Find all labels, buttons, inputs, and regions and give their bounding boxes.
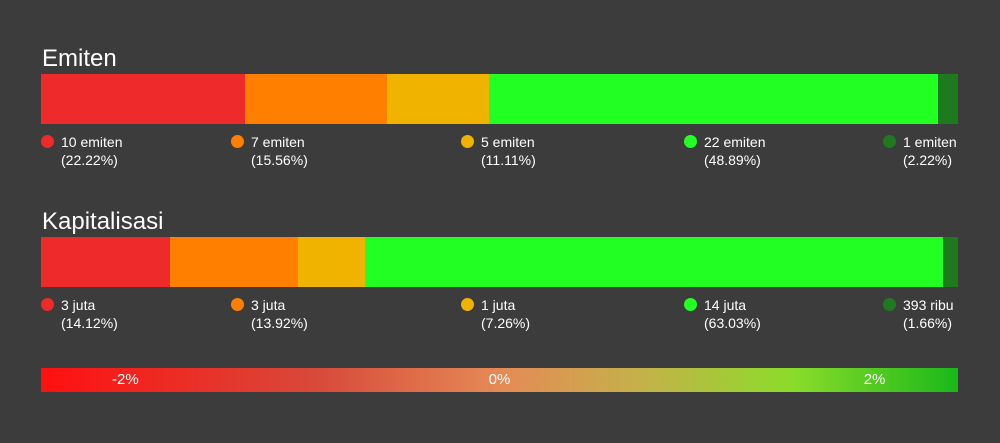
bar-segment [364, 237, 943, 287]
bar-segment [942, 237, 958, 287]
emiten-legend: 10 emiten (22.22%) 7 emiten (15.56%) 5 emite… [41, 133, 958, 173]
legend-value-label: 5 emiten [481, 134, 535, 150]
legend-value-label: 7 emiten [251, 134, 305, 150]
legend-item: 10 emiten (22.22%) [41, 133, 122, 169]
legend-percent-label: (48.89%) [704, 152, 761, 168]
legend-item: 5 emiten (11.11%) [461, 133, 536, 169]
legend-item: 3 juta (14.12%) [41, 296, 118, 332]
kapitalisasi-legend: 3 juta (14.12%) 3 juta (13.92%) 1 juta (7.26%… [41, 296, 958, 336]
legend-value-label: 1 juta [481, 297, 516, 313]
legend-value-label: 14 juta [704, 297, 747, 313]
bar-segment [41, 237, 171, 287]
legend-percent-label: (7.26%) [481, 315, 531, 331]
legend-dot-icon [231, 298, 244, 311]
section-title-kapitalisasi: Kapitalisasi [42, 208, 164, 235]
legend-dot-icon [41, 135, 54, 148]
legend-item: 393 ribu (1.66%) [883, 296, 954, 332]
legend-percent-label: (63.03%) [704, 315, 761, 331]
legend-percent-label: (1.66%) [903, 315, 953, 331]
section-title-emiten: Emiten [42, 45, 117, 72]
emiten-stacked-bar [41, 74, 958, 124]
bar-segment [298, 237, 365, 287]
bar-segment [489, 74, 938, 124]
scale-label-neg: -2% [112, 371, 139, 388]
bar-segment [170, 237, 299, 287]
legend-dot-icon [41, 298, 54, 311]
legend-item: 14 juta (63.03%) [684, 296, 761, 332]
legend-dot-icon [883, 135, 896, 148]
bar-segment [387, 74, 490, 124]
legend-dot-icon [684, 135, 697, 148]
legend-value-label: 1 emiten [903, 134, 957, 150]
legend-dot-icon [684, 298, 697, 311]
legend-item: 1 emiten (2.22%) [883, 133, 957, 169]
legend-item: 22 emiten (48.89%) [684, 133, 765, 169]
kapitalisasi-stacked-bar [41, 237, 958, 287]
legend-item: 3 juta (13.92%) [231, 296, 308, 332]
legend-value-label: 10 emiten [61, 134, 123, 150]
bar-segment [244, 74, 388, 124]
legend-dot-icon [883, 298, 896, 311]
bar-segment [937, 74, 958, 124]
legend-item: 7 emiten (15.56%) [231, 133, 308, 169]
legend-value-label: 393 ribu [903, 297, 954, 313]
scale-label-zero: 0% [488, 371, 511, 388]
legend-percent-label: (15.56%) [251, 152, 308, 168]
legend-percent-label: (14.12%) [61, 315, 118, 331]
legend-dot-icon [461, 298, 474, 311]
color-scale-bar: -2% 0% 2% [41, 368, 958, 392]
legend-percent-label: (22.22%) [61, 152, 118, 168]
bar-segment [41, 74, 245, 124]
scale-label-pos: 2% [863, 371, 886, 388]
legend-value-label: 3 juta [251, 297, 286, 313]
legend-value-label: 3 juta [61, 297, 96, 313]
legend-percent-label: (2.22%) [903, 152, 953, 168]
legend-item: 1 juta (7.26%) [461, 296, 530, 332]
legend-value-label: 22 emiten [704, 134, 766, 150]
legend-dot-icon [231, 135, 244, 148]
legend-dot-icon [461, 135, 474, 148]
legend-percent-label: (11.11%) [481, 152, 536, 168]
legend-percent-label: (13.92%) [251, 315, 308, 331]
